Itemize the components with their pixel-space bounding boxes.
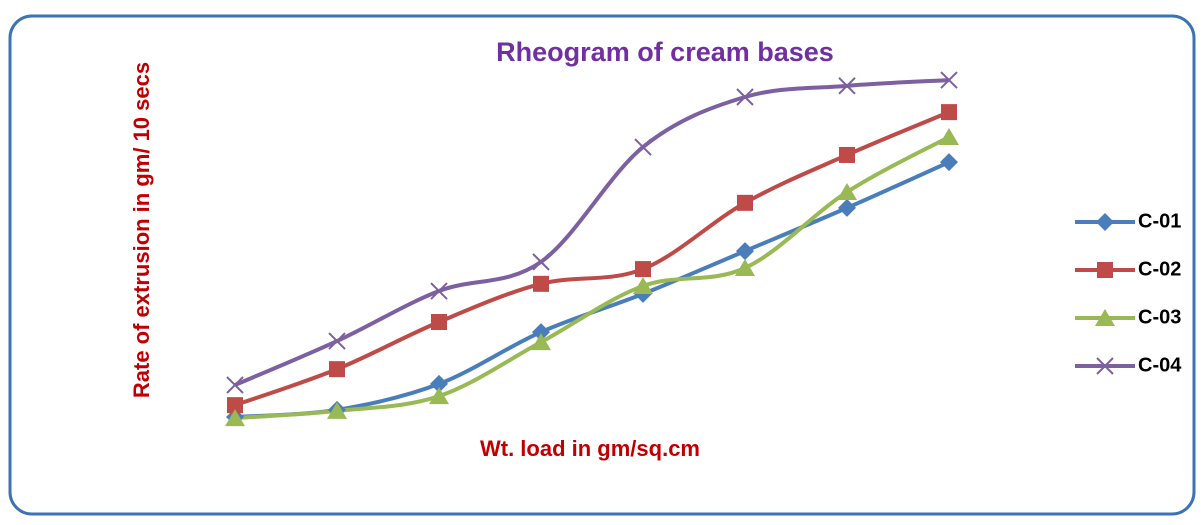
- marker: [1097, 262, 1113, 278]
- marker: [429, 387, 449, 405]
- y-axis-label: Rate of extrusion in gm/ 10 secs: [129, 61, 154, 399]
- marker: [532, 323, 550, 342]
- legend-label: C-02: [1138, 258, 1181, 280]
- marker: [837, 183, 857, 201]
- series-line: [234, 135, 950, 421]
- legend-label: C-01: [1138, 210, 1181, 232]
- marker: [430, 374, 448, 393]
- marker: [226, 376, 244, 394]
- marker: [736, 242, 754, 261]
- marker: [430, 282, 448, 300]
- marker: [633, 277, 653, 294]
- marker: [328, 332, 346, 350]
- marker: [531, 333, 551, 351]
- marker: [532, 253, 550, 271]
- marker: [431, 314, 447, 330]
- marker: [838, 198, 856, 217]
- marker: [227, 397, 243, 414]
- marker: [327, 401, 347, 419]
- marker: [941, 104, 957, 121]
- series-line: [234, 78, 950, 387]
- marker: [635, 261, 651, 278]
- marker: [940, 71, 958, 89]
- series-line: [234, 110, 950, 408]
- legend-label: C-04: [1138, 354, 1182, 376]
- marker: [225, 409, 245, 427]
- x-axis-label: Wt. load in gm/sq.cm: [480, 436, 700, 461]
- marker: [737, 194, 753, 211]
- chart-border: [8, 14, 1196, 516]
- marker: [533, 275, 549, 292]
- marker: [735, 259, 755, 276]
- marker: [329, 361, 345, 378]
- marker: [736, 88, 754, 106]
- marker: [838, 77, 856, 95]
- marker: [1096, 213, 1114, 231]
- marker: [1095, 309, 1115, 326]
- marker: [939, 127, 959, 145]
- marker: [839, 146, 855, 163]
- marker: [1096, 357, 1114, 375]
- marker: [634, 138, 652, 156]
- legend-label: C-03: [1138, 306, 1181, 328]
- marker: [940, 153, 958, 172]
- chart-title: Rheogram of cream bases: [496, 37, 834, 67]
